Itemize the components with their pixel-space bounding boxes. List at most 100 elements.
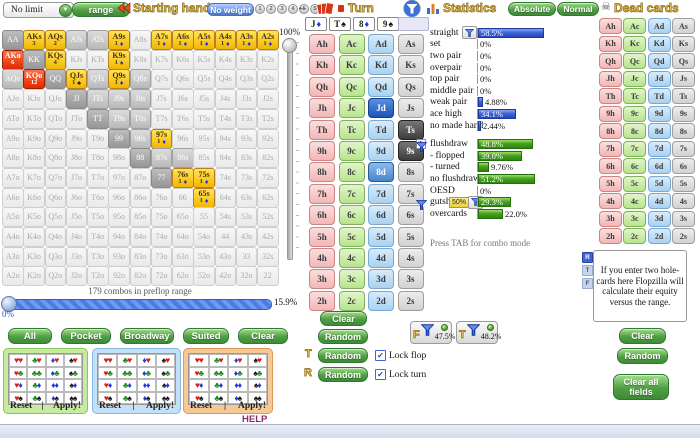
card-Qc[interactable]: Qc: [338, 76, 365, 97]
grid-cell-73o[interactable]: 73o: [150, 246, 173, 267]
grid-cell-T6s[interactable]: T6s: [172, 108, 194, 129]
dead-card-3h[interactable]: 3h: [599, 210, 622, 227]
grid-cell-85o[interactable]: 85o: [129, 207, 151, 228]
filter-summary-T[interactable]: T 48.2%: [456, 321, 501, 344]
grid-cell-K8s[interactable]: K8s: [129, 49, 151, 70]
suit-combo-cc[interactable]: ♣ ♣: [208, 366, 228, 379]
back-arrow-icon[interactable]: ←: [297, 1, 308, 13]
grid-cell-A2o[interactable]: A2o: [2, 266, 24, 287]
grid-cell-A6s[interactable]: A6s 1 ♦: [172, 30, 194, 50]
suit-combo-hh[interactable]: ♥ ♥: [9, 354, 28, 367]
suit-combo-ch[interactable]: ♣ ♥: [117, 354, 137, 367]
suit-combo-hs[interactable]: ♥ ♠: [98, 391, 118, 404]
grid-cell-98o[interactable]: 98o: [108, 148, 130, 169]
grid-cell-42o[interactable]: 42o: [214, 266, 236, 287]
grid-cell-T9s[interactable]: T9s: [108, 108, 130, 129]
grid-cell-K9o[interactable]: K9o: [23, 128, 45, 149]
dead-card-9h[interactable]: 9h: [599, 105, 622, 122]
grid-cell-JJ[interactable]: JJ: [65, 89, 88, 110]
suit-combo-dd[interactable]: ♦ ♦: [136, 379, 156, 392]
grid-cell-J7o[interactable]: J7o: [65, 167, 88, 188]
grid-cell-QJo[interactable]: QJo: [44, 89, 66, 110]
grid-cell-32s[interactable]: 32s: [257, 246, 279, 267]
range-slider-handle[interactable]: [1, 296, 17, 312]
dead-card-Kd[interactable]: Kd: [647, 35, 671, 52]
dead-card-4h[interactable]: 4h: [599, 193, 622, 209]
suit-combo-cd[interactable]: ♣ ♦: [27, 379, 46, 392]
dead-card-8h[interactable]: 8h: [599, 123, 622, 139]
grid-cell-KQs[interactable]: KQs 4: [44, 49, 66, 70]
dead-card-9d[interactable]: 9d: [647, 105, 671, 122]
dead-card-5s[interactable]: 5s: [671, 175, 695, 192]
card-4s[interactable]: 4s: [397, 248, 424, 268]
grid-cell-Q8o[interactable]: Q8o: [44, 148, 66, 169]
dead-card-Jh[interactable]: Jh: [599, 70, 622, 87]
grid-cell-KK[interactable]: KK: [23, 49, 45, 70]
dead-card-3d[interactable]: 3d: [647, 210, 671, 227]
card-5s[interactable]: 5s: [397, 226, 424, 247]
card-Th[interactable]: Th: [309, 119, 335, 140]
grid-cell-AA[interactable]: AA: [2, 30, 24, 50]
grid-cell-43o[interactable]: 43o: [214, 246, 236, 267]
grid-cell-74o[interactable]: 74o: [150, 227, 173, 247]
suit-combo-sc[interactable]: ♠ ♣: [247, 366, 267, 379]
suit-combo-ss[interactable]: ♠ ♠: [155, 391, 175, 404]
suit-combo-hd[interactable]: ♥ ♦: [189, 379, 209, 392]
card-3c[interactable]: 3c: [338, 269, 365, 290]
stat-filter-icon[interactable]: [415, 139, 428, 157]
lock-flop-checkbox[interactable]: ✔: [375, 350, 386, 361]
grid-cell-A7o[interactable]: A7o: [2, 167, 24, 188]
grid-cell-J9o[interactable]: J9o: [65, 128, 88, 149]
grid-cell-Q6s[interactable]: Q6s: [172, 69, 194, 90]
grid-cell-85s[interactable]: 85s: [193, 148, 215, 169]
grid-cell-65s[interactable]: 65s 1 ♦: [193, 187, 215, 208]
grid-cell-K7o[interactable]: K7o: [23, 167, 45, 188]
weight-button-5[interactable]: 5: [299, 4, 309, 14]
grid-cell-K9s[interactable]: K9s 1 ♦: [108, 49, 130, 70]
grid-cell-KJs[interactable]: KJs: [65, 49, 88, 70]
grid-cell-A5o[interactable]: A5o: [2, 207, 24, 228]
grid-cell-J9s[interactable]: J9s: [108, 89, 130, 110]
dead-card-Tc[interactable]: Tc: [623, 88, 647, 104]
grid-cell-84o[interactable]: 84o: [129, 227, 151, 247]
card-8s[interactable]: 8s: [397, 162, 424, 183]
grid-cell-T9o[interactable]: T9o: [87, 128, 109, 149]
apply-button[interactable]: Apply!: [53, 401, 81, 411]
grid-cell-82s[interactable]: 82s: [257, 148, 279, 169]
grid-cell-AQs[interactable]: AQs 2: [44, 30, 66, 50]
grid-cell-A8s[interactable]: A8s: [129, 30, 151, 50]
grid-cell-K5s[interactable]: K5s: [193, 49, 215, 70]
grid-cell-76s[interactable]: 76s 1 ♦: [172, 167, 194, 188]
card-Kc[interactable]: Kc: [338, 55, 365, 76]
grid-cell-T3s[interactable]: T3s: [235, 108, 258, 129]
dead-card-7h[interactable]: 7h: [599, 140, 622, 157]
dead-card-Qc[interactable]: Qc: [623, 53, 647, 69]
grid-cell-Q4s[interactable]: Q4s: [214, 69, 236, 90]
card-Tc[interactable]: Tc: [338, 119, 365, 140]
card-Jc[interactable]: Jc: [338, 98, 365, 119]
grid-cell-J7s[interactable]: J7s: [150, 89, 173, 110]
dead-card-9s[interactable]: 9s: [671, 105, 695, 122]
dead-card-Td[interactable]: Td: [647, 88, 671, 104]
grid-cell-72s[interactable]: 72s: [257, 167, 279, 188]
dead-card-6d[interactable]: 6d: [647, 158, 671, 174]
weight-button-2[interactable]: 2: [266, 4, 276, 14]
grid-cell-T4o[interactable]: T4o: [87, 227, 109, 247]
card-6s[interactable]: 6s: [397, 205, 424, 226]
grid-cell-AKs[interactable]: AKs 3: [23, 30, 45, 50]
suit-combo-dd[interactable]: ♦ ♦: [45, 379, 64, 392]
grid-cell-82o[interactable]: 82o: [129, 266, 151, 287]
grid-cell-94s[interactable]: 94s: [214, 128, 236, 149]
dead-card-4c[interactable]: 4c: [623, 193, 647, 209]
card-Ad[interactable]: Ad: [368, 34, 394, 54]
grid-cell-92o[interactable]: 92o: [108, 266, 130, 287]
absolute-button[interactable]: Absolute: [508, 2, 556, 16]
grid-cell-QTs[interactable]: QTs: [87, 69, 109, 90]
dead-card-8s[interactable]: 8s: [671, 123, 695, 139]
river-random-button[interactable]: Random: [318, 367, 368, 382]
suit-combo-hs[interactable]: ♥ ♠: [189, 391, 209, 404]
lock-turn-checkbox[interactable]: ✔: [375, 369, 386, 380]
grid-cell-43s[interactable]: 43s: [235, 227, 258, 247]
deck-icon[interactable]: [317, 1, 334, 15]
grid-cell-K8o[interactable]: K8o: [23, 148, 45, 169]
